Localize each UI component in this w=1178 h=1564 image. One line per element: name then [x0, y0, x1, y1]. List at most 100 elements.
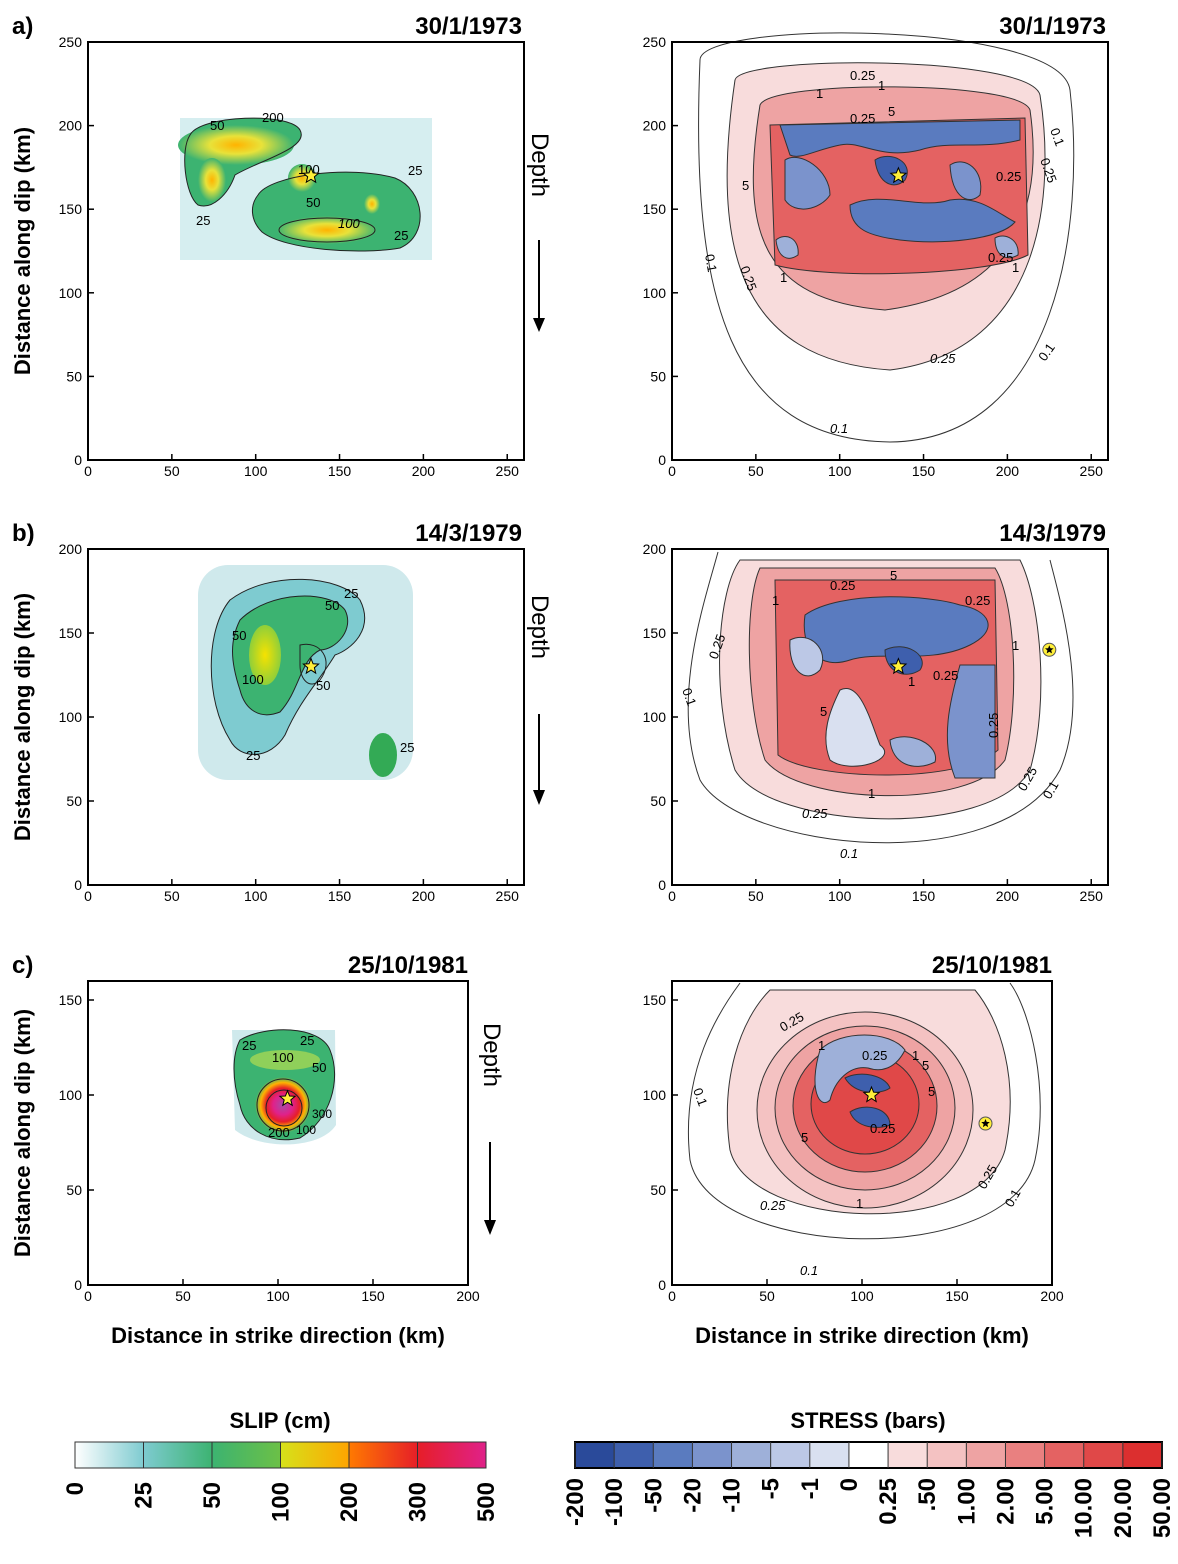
slip-contour-label: 100	[296, 1123, 316, 1137]
stress-colorbar-segment	[848, 1442, 889, 1468]
event-star-icon	[1045, 645, 1054, 654]
slip-contour-50	[184, 117, 302, 207]
stress-lobe-negative	[994, 235, 1019, 259]
stress-lobe-negative	[779, 119, 1021, 157]
stress-contour-label: 1	[1012, 260, 1019, 275]
stress-lobe-negative	[946, 664, 996, 779]
x-tick-label: 150	[912, 888, 936, 904]
stress-colorbar-label: -1	[797, 1478, 824, 1499]
hypocenter-star-icon	[302, 657, 320, 675]
x-tick-label: 0	[668, 1288, 676, 1304]
slip-colorbar-label: 0	[62, 1482, 89, 1495]
stress-contour-label: 0.25	[760, 1198, 786, 1213]
slip-colorbar-segment	[349, 1442, 418, 1468]
slip-contour-25	[210, 578, 366, 755]
stress-colorbar-segment	[1122, 1442, 1163, 1468]
stress-colorbar-segment	[1005, 1442, 1046, 1468]
stress-legend-title: STRESS (bars)	[790, 1408, 945, 1433]
panel-b-stress-title: 14/3/1979	[999, 520, 1106, 547]
panel-c-stress-title: 25/10/1981	[932, 952, 1052, 979]
slip-colorbar-label: 200	[336, 1482, 363, 1522]
y-tick-label: 250	[643, 34, 667, 50]
x-tick-label: 200	[1040, 1288, 1064, 1304]
stress-colorbar-label: -5	[758, 1478, 785, 1499]
stress-contour-label: 0.1	[690, 1086, 710, 1108]
slip-contour-label: 25	[300, 1033, 314, 1048]
x-tick-label: 200	[412, 888, 436, 904]
stress-contour-label: 0.1	[800, 1263, 818, 1278]
stress-contour-label: 0.25	[988, 250, 1013, 265]
slip-colorbar	[74, 1441, 487, 1469]
slip-legend-title: SLIP (cm)	[229, 1408, 330, 1433]
stress-colorbar-segment	[888, 1442, 928, 1468]
x-tick-label: 200	[412, 463, 436, 479]
slip-contour-label: 25	[394, 228, 408, 243]
stress-lobe-negative	[789, 636, 824, 677]
depth-label: Depth	[526, 133, 553, 197]
y-tick-label: 0	[74, 1277, 82, 1293]
depth-indicator: Depth	[478, 1023, 505, 1235]
stress-colorbar-label: 50.00	[1149, 1478, 1176, 1538]
x-tick-label: 50	[175, 1288, 191, 1304]
slip-contour-50b	[252, 171, 421, 252]
stress-colorbar-segment	[770, 1442, 811, 1468]
stress-contour-label: 1	[856, 1196, 863, 1211]
slip-contour-100	[256, 1078, 310, 1132]
stress-contour-label: 5	[922, 1058, 929, 1073]
panel-c-slip: 25/10/1981 25 25 100 50 200 100 300 Dist…	[10, 952, 480, 1348]
y-tick-label: 0	[658, 452, 666, 468]
depth-arrowhead	[533, 318, 545, 332]
x-tick-label: 50	[164, 463, 180, 479]
stress-lobe-negative	[825, 687, 886, 767]
panel-a-stress-title: 30/1/1973	[999, 13, 1106, 40]
y-tick-label: 0	[658, 1277, 666, 1293]
stress-contour-label: 0.25	[870, 1121, 895, 1136]
stress-lobe-negative	[844, 1073, 891, 1093]
stress-colorbar-segment	[927, 1442, 967, 1468]
stress-colorbar-label: 20.00	[1110, 1478, 1137, 1538]
stress-contour-label: 1	[1012, 638, 1019, 653]
stress-contour-label: 5	[742, 178, 749, 193]
stress-contour-label: 0.1	[679, 686, 699, 708]
stress-contour-label: 1	[818, 1038, 825, 1053]
stress-contour-label: 0.1	[1035, 340, 1058, 363]
x-tick-label: 50	[748, 463, 764, 479]
x-tick-label: 150	[361, 1288, 385, 1304]
slip-contour-label: 300	[312, 1107, 332, 1121]
panel-c-slip-title: 25/10/1981	[348, 952, 468, 979]
y-tick-label: 0	[74, 452, 82, 468]
y-tick-label: 50	[650, 1182, 666, 1198]
x-tick-label: 150	[912, 463, 936, 479]
x-tick-label: 200	[456, 1288, 480, 1304]
depth-indicator: Depth	[526, 595, 553, 805]
x-tick-label: 100	[266, 1288, 290, 1304]
panel-letter-a: a)	[12, 13, 33, 40]
stress-contour-label: 0.25	[802, 806, 828, 821]
y-axis-label: Distance along dip (km)	[10, 1009, 35, 1257]
y-tick-label: 50	[650, 793, 666, 809]
slip-colorbar-ticks: 0 25 50 100 200 300 500	[62, 1442, 500, 1522]
stress-contour-label: 0.25	[965, 593, 990, 608]
stress-contour-label: 5	[890, 568, 897, 583]
stress-contour-label: 1	[816, 86, 823, 101]
event-star-icon	[981, 1119, 990, 1128]
stress-colorbar-segment	[809, 1442, 850, 1468]
x-tick-label: 250	[1080, 888, 1104, 904]
x-tick-label: 0	[84, 888, 92, 904]
stress-contour-label: 0.25	[930, 351, 956, 366]
slip-colorbar-segment	[75, 1442, 144, 1468]
slip-high-lower	[277, 216, 377, 244]
depth-label: Depth	[526, 595, 553, 659]
x-tick-label: 150	[328, 463, 352, 479]
slip-contour-label: 50	[312, 1060, 326, 1075]
y-tick-label: 50	[66, 793, 82, 809]
y-tick-label: 50	[66, 368, 82, 384]
x-axis-label: Distance in strike direction (km)	[111, 1323, 445, 1348]
stress-lobe-negative	[803, 596, 989, 664]
y-tick-label: 100	[643, 709, 667, 725]
panel-c-stress: 25/10/1981 0.1 0.1 0.1 0.25 0.25 0.25 1 …	[643, 952, 1064, 1348]
stress-contour-label: 0.25	[933, 668, 958, 683]
panel-b-slip: 14/3/1979 25 50 50 100 50 25 25 Distance…	[10, 520, 525, 904]
stress-colorbar-label: 1.00	[953, 1478, 980, 1525]
